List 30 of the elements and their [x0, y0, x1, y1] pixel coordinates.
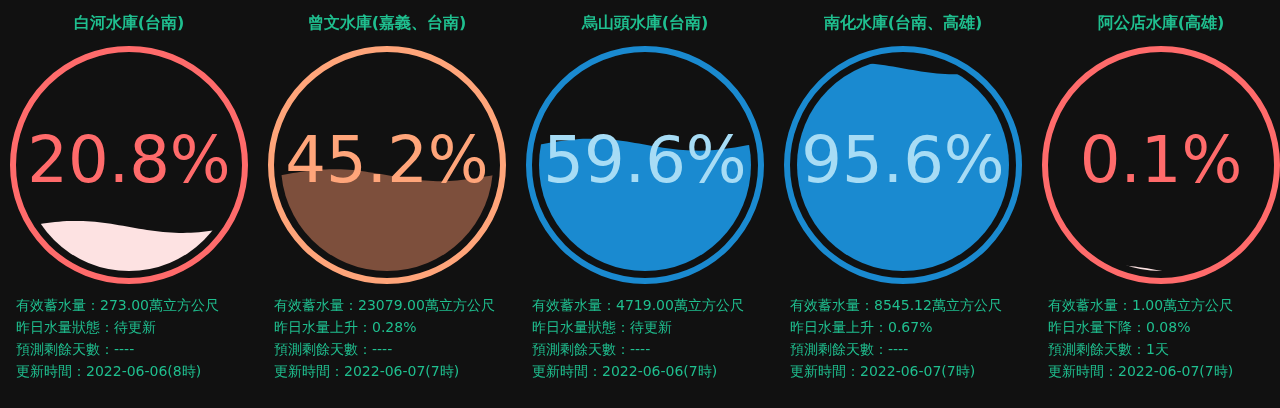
text: 昨日水量下降：0.08% [1048, 318, 1192, 337]
text: 預測剩餘天數：1天 [1048, 340, 1170, 359]
text: 預測剩餘天數：---- [16, 340, 136, 359]
text: 有效蓄水量：273.00萬立方公尺 [16, 296, 220, 315]
text: 烏山頭水庫(台南) [580, 12, 709, 32]
text: 昨日水量上升：0.67% [790, 318, 934, 337]
text: 預測剩餘天數：---- [274, 340, 394, 359]
text: 預測剩餘天數：---- [532, 340, 652, 359]
text: 更新時間：2022-06-07(7時) [274, 362, 461, 381]
text: 更新時間：2022-06-06(7時) [532, 362, 719, 381]
data-label: 45.2% [285, 122, 489, 197]
data-label: 95.6% [801, 122, 1005, 197]
text: 昨日水量狀態：待更新 [16, 318, 157, 337]
text: 有效蓄水量：8545.12萬立方公尺 [790, 296, 1003, 315]
text: 阿公店水庫(高雄) [1097, 12, 1225, 32]
data-label: 59.6% [543, 122, 747, 197]
text: 有效蓄水量：23079.00萬立方公尺 [274, 296, 496, 315]
data-label: 20.8% [27, 122, 231, 197]
text: 昨日水量狀態：待更新 [532, 318, 673, 337]
text: 更新時間：2022-06-07(7時) [790, 362, 977, 381]
text: 預測剩餘天數：---- [790, 340, 910, 359]
text: 有效蓄水量：4719.00萬立方公尺 [532, 296, 745, 315]
text: 曾文水庫(嘉義、台南) [307, 12, 467, 32]
text: 白河水庫(台南) [73, 12, 185, 32]
text: 南化水庫(台南、高雄) [822, 12, 983, 32]
text: 有效蓄水量：1.00萬立方公尺 [1048, 296, 1235, 315]
text: 昨日水量上升：0.28% [274, 318, 418, 337]
text: 更新時間：2022-06-07(7時) [1048, 362, 1235, 381]
text: 更新時間：2022-06-06(8時) [16, 362, 203, 381]
data-label: 0.1% [1079, 122, 1243, 197]
